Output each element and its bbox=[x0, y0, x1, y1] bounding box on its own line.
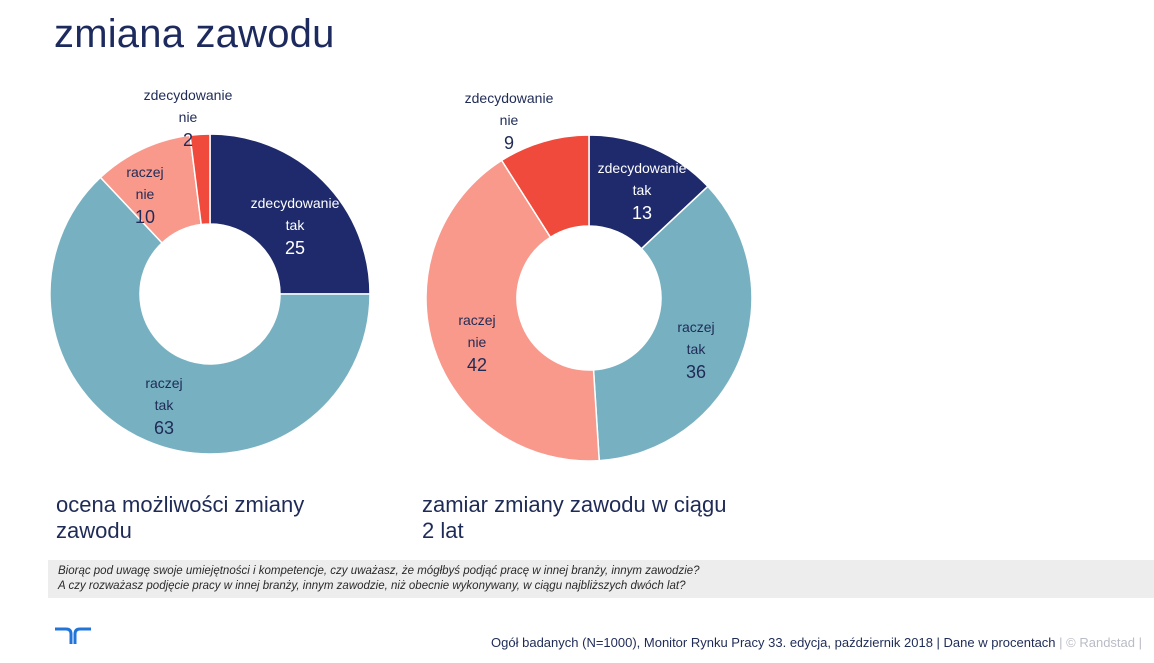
survey-question-2: A czy rozważasz podjęcie pracy w innej b… bbox=[58, 580, 686, 592]
slice-value-text: 13 bbox=[632, 203, 652, 223]
slice-label-text: zdecydowanie bbox=[251, 195, 340, 211]
chart-1-slice-raczej-tak bbox=[49, 176, 371, 455]
chart-1-label-zdecydowanie-nie: zdecydowanie nie 2 bbox=[144, 87, 233, 150]
chart-1-slice-zdecydowanie-nie bbox=[189, 133, 211, 226]
slice-label-text: nie bbox=[468, 334, 487, 350]
slice-label-text: nie bbox=[500, 112, 519, 128]
chart-1-label-zdecydowanie-tak: zdecydowanie tak 25 bbox=[251, 195, 340, 258]
chart-2-label-raczej-nie: raczej nie 42 bbox=[458, 312, 495, 375]
chart-2-slice-zdecydowanie-nie bbox=[500, 134, 590, 239]
slice-value-text: 42 bbox=[467, 355, 487, 375]
footer-source: Ogół badanych (N=1000), Monitor Rynku Pr… bbox=[491, 635, 1056, 650]
randstad-logo-icon bbox=[54, 626, 92, 651]
slice-label-text: tak bbox=[155, 397, 175, 413]
slice-value-text: 9 bbox=[504, 133, 514, 153]
footer: Ogół badanych (N=1000), Monitor Rynku Pr… bbox=[491, 635, 1142, 650]
slice-label-text: raczej bbox=[677, 319, 714, 335]
slice-value-text: 2 bbox=[183, 130, 193, 150]
chart-1-label-raczej-tak: raczej tak 63 bbox=[145, 375, 182, 438]
chart-2-slice-raczej-nie bbox=[425, 159, 601, 462]
slice-value-text: 63 bbox=[154, 418, 174, 438]
chart-1-slice-zdecydowanie-tak bbox=[209, 133, 371, 295]
slice-label-text: zdecydowanie bbox=[144, 87, 233, 103]
chart-2-label-zdecydowanie-tak: zdecydowanie tak 13 bbox=[598, 160, 687, 223]
chart-1-caption: ocena możliwości zmiany zawodu bbox=[56, 492, 305, 543]
chart-2-label-raczej-tak: raczej tak 36 bbox=[677, 319, 714, 382]
slice-value-text: 25 bbox=[285, 238, 305, 258]
slice-label-text: raczej bbox=[145, 375, 182, 391]
slice-value-text: 36 bbox=[686, 362, 706, 382]
slice-label-text: raczej bbox=[458, 312, 495, 328]
slice-label-text: nie bbox=[136, 186, 155, 202]
chart-1-label-raczej-nie: raczej nie 10 bbox=[126, 164, 163, 227]
survey-question-box: Biorąc pod uwagę swoje umiejętności i ko… bbox=[48, 560, 1154, 598]
slice-label-text: tak bbox=[286, 217, 306, 233]
chart-2-slice-raczej-tak bbox=[592, 185, 753, 462]
chart-2-caption: zamiar zmiany zawodu w ciągu 2 lat bbox=[422, 492, 727, 543]
page-title: zmiana zawodu bbox=[54, 12, 335, 56]
slice-label-text: tak bbox=[687, 341, 707, 357]
footer-copyright: | © Randstad | bbox=[1059, 635, 1142, 650]
survey-question-1: Biorąc pod uwagę swoje umiejętności i ko… bbox=[58, 565, 700, 577]
slice-label-text: nie bbox=[179, 109, 198, 125]
slice-label-text: raczej bbox=[126, 164, 163, 180]
chart-2-label-zdecydowanie-nie: zdecydowanie nie 9 bbox=[465, 90, 554, 153]
slice-label-text: zdecydowanie bbox=[598, 160, 687, 176]
slice-label-text: tak bbox=[633, 182, 653, 198]
slice-label-text: zdecydowanie bbox=[465, 90, 554, 106]
slice-value-text: 10 bbox=[135, 207, 155, 227]
